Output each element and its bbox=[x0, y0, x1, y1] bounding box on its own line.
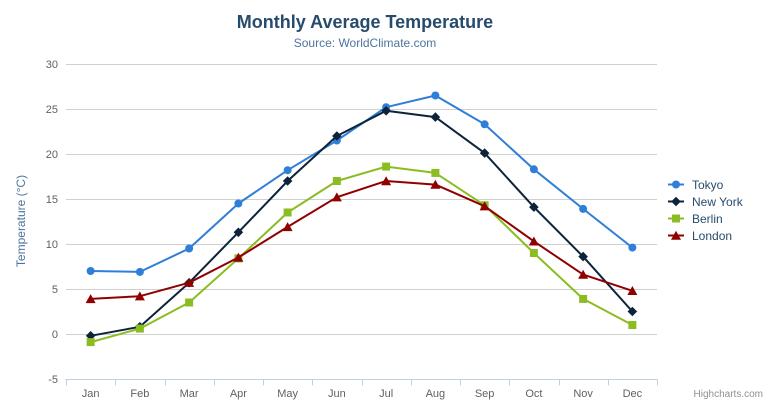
series-marker-tokyo-9[interactable] bbox=[529, 165, 538, 174]
legend-item-berlin[interactable]: Berlin bbox=[668, 210, 743, 227]
new-york-legend-symbol[interactable] bbox=[671, 196, 681, 207]
series-marker-new-york-9[interactable] bbox=[529, 202, 539, 212]
series-marker-tokyo-3[interactable] bbox=[234, 199, 243, 208]
y-axis-label: 10 bbox=[46, 239, 58, 251]
series-marker-london-0[interactable] bbox=[85, 294, 96, 304]
y-axis-labels: -5 0 5 10 15 20 25 30 bbox=[46, 59, 58, 386]
x-axis-label: Apr bbox=[230, 388, 247, 400]
x-axis-label: Dec bbox=[623, 388, 643, 400]
series-marker-tokyo-1[interactable] bbox=[135, 267, 144, 276]
series-marker-new-york-6[interactable] bbox=[381, 106, 391, 116]
berlin-legend-symbol[interactable] bbox=[672, 214, 680, 223]
series-marker-berlin-5[interactable] bbox=[332, 177, 341, 185]
y-axis-label: -5 bbox=[48, 374, 58, 386]
series-marker-london-4[interactable] bbox=[282, 222, 293, 232]
series-line-london[interactable] bbox=[90, 180, 633, 300]
series-marker-new-york-10[interactable] bbox=[578, 251, 588, 262]
y-axis-label: 0 bbox=[52, 329, 58, 341]
legend-item-new-york[interactable]: New York bbox=[668, 193, 743, 210]
series-marker-berlin-11[interactable] bbox=[628, 321, 637, 329]
y-axis-label: 15 bbox=[46, 194, 58, 206]
series-marker-berlin-1[interactable] bbox=[135, 324, 144, 333]
series-marker-berlin-7[interactable] bbox=[431, 168, 440, 177]
london-legend-symbol[interactable] bbox=[671, 230, 681, 240]
series-marker-tokyo-8[interactable] bbox=[480, 120, 489, 129]
series-marker-new-york-0[interactable] bbox=[85, 331, 96, 341]
series-marker-berlin-4[interactable] bbox=[283, 208, 292, 217]
series-line-berlin[interactable] bbox=[90, 165, 633, 344]
series-tokyo bbox=[86, 91, 637, 276]
chart-subtitle: Source: WorldClimate.com bbox=[293, 36, 437, 50]
x-axis-label: Aug bbox=[426, 388, 446, 400]
legend-label: Berlin bbox=[692, 211, 723, 226]
x-axis-label: Oct bbox=[525, 388, 542, 400]
series-marker-berlin-0[interactable] bbox=[86, 338, 95, 347]
series-marker-berlin-9[interactable] bbox=[529, 249, 538, 257]
x-axis-label: Sep bbox=[475, 388, 495, 400]
tokyo-legend-symbol[interactable] bbox=[672, 180, 680, 189]
export-menu-button[interactable] bbox=[732, 17, 760, 39]
legend-item-london[interactable]: London bbox=[668, 227, 743, 244]
series-marker-new-york-3[interactable] bbox=[233, 227, 244, 238]
x-axis-label: Mar bbox=[180, 388, 199, 400]
credits-link[interactable]: Highcharts.com bbox=[693, 389, 763, 400]
series-marker-tokyo-11[interactable] bbox=[628, 243, 637, 252]
series-marker-london-1[interactable] bbox=[134, 291, 145, 301]
series-marker-tokyo-4[interactable] bbox=[283, 166, 292, 175]
new-york-legend-marker-icon bbox=[668, 196, 684, 207]
tokyo-legend-marker-icon bbox=[668, 180, 684, 189]
series-marker-new-york-5[interactable] bbox=[332, 131, 342, 141]
y-axis-label: 20 bbox=[46, 149, 58, 161]
x-axis-label: Jul bbox=[379, 388, 393, 400]
series-marker-berlin-10[interactable] bbox=[579, 294, 588, 303]
x-axis-label: Feb bbox=[130, 388, 149, 400]
y-axis-label: 5 bbox=[52, 284, 58, 296]
series-marker-berlin-6[interactable] bbox=[382, 162, 391, 171]
series-marker-london-9[interactable] bbox=[528, 236, 539, 246]
legend-item-tokyo[interactable]: Tokyo bbox=[668, 176, 743, 193]
series-marker-new-york-8[interactable] bbox=[479, 148, 490, 158]
x-axis: Jan Feb Mar Apr May Jun Jul Aug Sep Oct Nov Dec bbox=[65, 379, 658, 400]
x-axis-label: Jun bbox=[328, 388, 346, 400]
series-marker-new-york-4[interactable] bbox=[282, 176, 293, 186]
y-axis-label: 25 bbox=[46, 104, 58, 116]
series-marker-tokyo-2[interactable] bbox=[185, 244, 194, 253]
series-line-new-york[interactable] bbox=[90, 109, 634, 337]
series-new-york bbox=[85, 106, 638, 341]
series-marker-new-york-11[interactable] bbox=[627, 306, 638, 317]
x-axis-label: Nov bbox=[573, 388, 593, 400]
series-marker-london-7[interactable] bbox=[430, 179, 441, 189]
series-marker-new-york-7[interactable] bbox=[430, 112, 441, 122]
london-legend-marker-icon bbox=[668, 230, 684, 240]
series-marker-london-8[interactable] bbox=[479, 201, 490, 211]
x-axis-label: May bbox=[277, 388, 298, 400]
series-line-tokyo[interactable] bbox=[90, 94, 633, 273]
y-gridlines bbox=[66, 64, 657, 335]
y-axis-label: 30 bbox=[46, 59, 58, 71]
chart-title: Monthly Average Temperature bbox=[236, 12, 494, 32]
series-marker-london-2[interactable] bbox=[184, 277, 195, 287]
series-marker-london-3[interactable] bbox=[233, 252, 244, 262]
legend-label: Tokyo bbox=[692, 177, 724, 192]
x-axis-label: Jan bbox=[82, 388, 100, 400]
series-marker-london-6[interactable] bbox=[381, 176, 392, 186]
legend-label: New York bbox=[692, 194, 743, 209]
series-berlin bbox=[86, 162, 637, 347]
series-marker-berlin-2[interactable] bbox=[185, 298, 194, 307]
berlin-legend-marker-icon bbox=[668, 214, 684, 223]
series-marker-london-10[interactable] bbox=[578, 269, 589, 279]
legend-label: London bbox=[692, 228, 733, 243]
y-axis-title: Temperature (°C) bbox=[14, 174, 28, 268]
series-london bbox=[85, 176, 638, 304]
series-marker-tokyo-10[interactable] bbox=[579, 204, 588, 213]
series-marker-london-11[interactable] bbox=[627, 286, 638, 295]
series-marker-tokyo-0[interactable] bbox=[86, 267, 95, 275]
legend: Tokyo New York Berlin London bbox=[668, 176, 743, 244]
series-marker-tokyo-7[interactable] bbox=[431, 91, 440, 100]
series-marker-london-5[interactable] bbox=[331, 192, 342, 202]
